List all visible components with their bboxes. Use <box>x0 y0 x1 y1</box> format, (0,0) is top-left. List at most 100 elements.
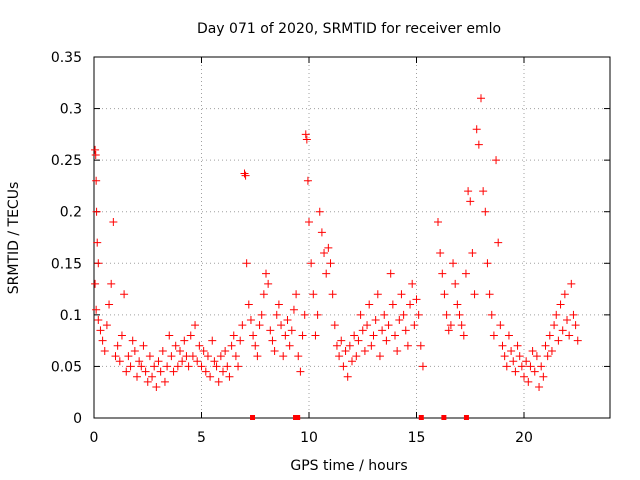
data-point <box>507 346 516 355</box>
data-point <box>345 341 354 350</box>
data-point <box>133 372 141 381</box>
data-point <box>154 357 163 366</box>
data-point <box>434 218 442 227</box>
data-point <box>311 331 320 340</box>
data-point <box>472 125 481 134</box>
data-point <box>326 259 335 268</box>
data-point <box>206 372 215 381</box>
data-point-zero <box>418 415 424 420</box>
data-point <box>124 352 133 361</box>
data-point <box>188 352 197 361</box>
data-point <box>479 187 488 196</box>
data-point <box>328 290 337 299</box>
data-point <box>470 290 479 299</box>
data-point <box>500 352 509 361</box>
data-point <box>227 341 236 350</box>
data-point <box>464 187 473 196</box>
data-point <box>277 321 286 330</box>
data-point <box>279 352 288 361</box>
data-point <box>520 372 528 381</box>
data-point <box>530 367 539 376</box>
data-point <box>543 352 552 361</box>
data-point <box>122 367 131 376</box>
data-point <box>98 336 107 345</box>
data-point <box>158 346 167 355</box>
data-point <box>550 321 559 330</box>
data-point <box>163 362 172 371</box>
data-point <box>535 383 544 392</box>
data-point <box>231 352 240 361</box>
data-point <box>322 269 331 278</box>
data-point <box>238 321 247 330</box>
data-points <box>91 94 582 420</box>
data-point <box>339 362 348 371</box>
data-point <box>285 341 294 350</box>
plot-frame <box>93 56 611 419</box>
data-point <box>455 310 464 319</box>
data-point <box>156 367 165 376</box>
data-point <box>305 218 313 227</box>
data-point <box>459 331 468 340</box>
data-point <box>509 357 518 366</box>
data-point <box>262 269 270 278</box>
data-point <box>560 290 569 299</box>
data-point <box>341 346 350 355</box>
data-point <box>380 310 389 319</box>
data-point <box>449 259 458 268</box>
data-point <box>446 321 455 330</box>
x-tick-label: 10 <box>300 430 318 446</box>
data-point <box>552 310 561 319</box>
data-point <box>399 310 408 319</box>
data-point <box>191 321 200 330</box>
data-point <box>567 279 576 288</box>
data-point <box>401 326 410 335</box>
data-point <box>330 321 339 330</box>
data-point <box>102 321 111 330</box>
data-point <box>169 367 178 376</box>
data-point <box>320 248 329 257</box>
data-point-zero <box>295 415 301 420</box>
y-axis-label: SRMTID / TECUs <box>6 182 22 295</box>
data-point <box>137 362 146 371</box>
data-point <box>148 372 157 381</box>
data-point <box>403 341 412 350</box>
data-point <box>242 259 251 268</box>
y-tick-label: 0.25 <box>51 153 82 169</box>
data-point <box>92 176 101 185</box>
data-point <box>126 362 135 371</box>
data-point <box>461 269 470 278</box>
data-point <box>412 295 421 304</box>
data-point <box>203 352 212 361</box>
data-point <box>386 269 395 278</box>
data-point <box>145 352 154 361</box>
data-point <box>489 331 498 340</box>
data-point <box>130 346 139 355</box>
data-point <box>545 331 554 340</box>
data-point <box>105 300 114 309</box>
data-point <box>257 310 266 319</box>
data-point <box>249 331 258 340</box>
data-point <box>255 321 264 330</box>
y-tick-label: 0.15 <box>51 256 82 272</box>
data-point <box>477 94 485 103</box>
data-point <box>569 310 578 319</box>
data-point <box>294 352 303 361</box>
data-point <box>109 218 118 227</box>
data-point-zero <box>441 415 447 420</box>
data-point <box>199 346 208 355</box>
data-point <box>234 362 243 371</box>
data-point <box>343 372 352 381</box>
data-point <box>270 346 279 355</box>
data-point <box>128 336 137 345</box>
data-point <box>348 357 356 366</box>
data-point <box>466 197 475 206</box>
data-point <box>160 377 169 386</box>
data-point <box>526 362 535 371</box>
data-point <box>502 362 511 371</box>
data-point <box>193 357 202 366</box>
data-point <box>438 269 447 278</box>
data-point <box>135 357 144 366</box>
data-point <box>367 341 376 350</box>
data-point <box>225 372 234 381</box>
